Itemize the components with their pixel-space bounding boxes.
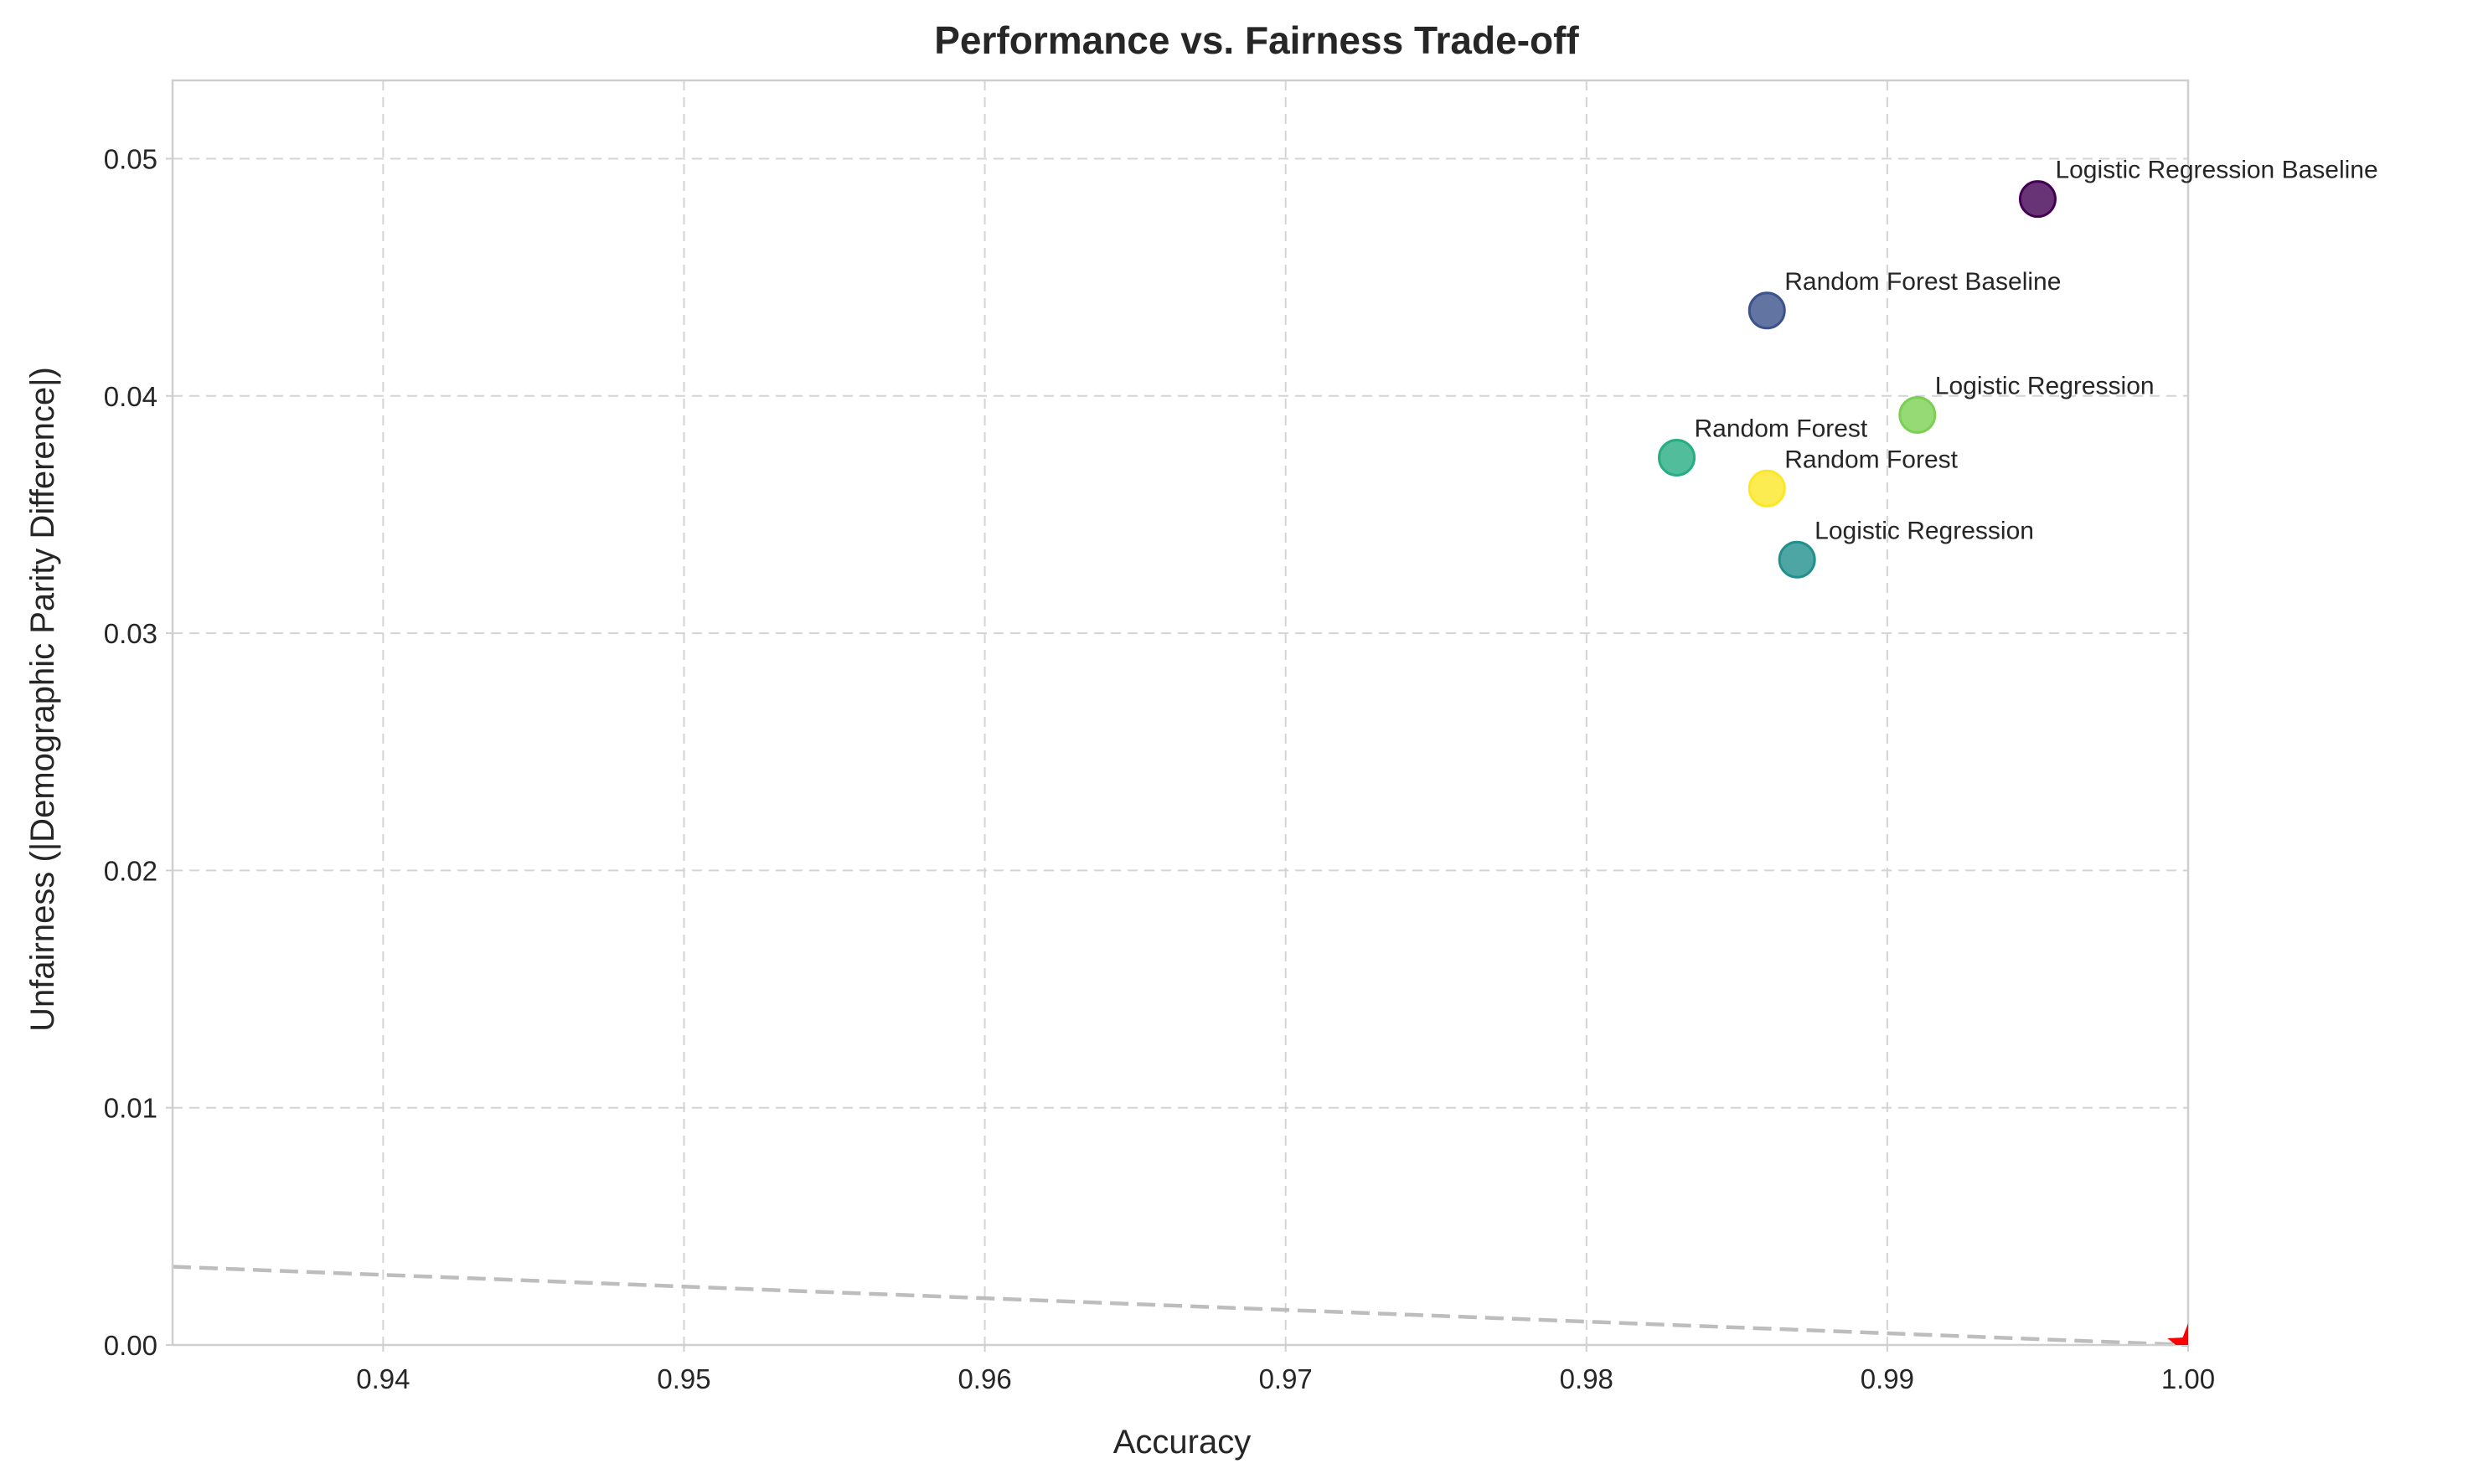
y-tick-label: 0.00 xyxy=(104,1330,157,1361)
y-tick-label: 0.03 xyxy=(104,618,157,649)
data-point xyxy=(2018,180,2057,219)
chart-title: Performance vs. Fairness Trade-off xyxy=(934,18,1579,62)
y-tick-label: 0.05 xyxy=(104,143,157,174)
plot-frame xyxy=(171,79,2190,1347)
x-tick-label: 0.96 xyxy=(958,1363,1011,1394)
x-tick-label: 0.95 xyxy=(657,1363,710,1394)
data-point-label: Logistic Regression xyxy=(1814,517,2034,544)
x-axis-label: Accuracy xyxy=(1113,1424,1252,1461)
y-tick-label: 0.01 xyxy=(104,1093,157,1124)
data-point xyxy=(1658,438,1696,477)
y-tick-label: 0.04 xyxy=(104,381,157,412)
data-point-label: Random Forest Baseline xyxy=(1784,268,2061,296)
data-point xyxy=(1778,540,1816,579)
data-point-label: Logistic Regression xyxy=(1935,372,2155,399)
data-point xyxy=(1747,469,1786,508)
data-points xyxy=(1658,180,2188,1345)
point-labels: Logistic Regression Baseline Random Fores… xyxy=(1695,157,2378,545)
data-point-label: Random Forest xyxy=(1784,446,1958,473)
data-point-label: Logistic Regression Baseline xyxy=(2055,157,2377,184)
ideal-point-star xyxy=(2167,1323,2188,1345)
x-tick-label: 0.94 xyxy=(356,1363,410,1394)
reference-line xyxy=(172,1265,2189,1347)
reference-line-layer xyxy=(172,1265,2189,1347)
data-point-label: Random Forest xyxy=(1695,415,1868,442)
data-point xyxy=(1747,291,1786,330)
data-point xyxy=(1898,395,1937,434)
y-tick-label: 0.02 xyxy=(104,855,157,886)
y-axis-label: Unfairness (|Demographic Parity Differen… xyxy=(24,367,61,1032)
x-tick-label: 0.98 xyxy=(1560,1363,1613,1394)
x-tick-label: 1.00 xyxy=(2161,1363,2215,1394)
x-tick-label: 0.97 xyxy=(1259,1363,1313,1394)
axis-ticks: 0.94 0.95 0.96 0.97 0.98 0.99 1.00 0.00 0.01 0.02… xyxy=(104,143,2215,1394)
x-tick-label: 0.99 xyxy=(1861,1363,1914,1394)
